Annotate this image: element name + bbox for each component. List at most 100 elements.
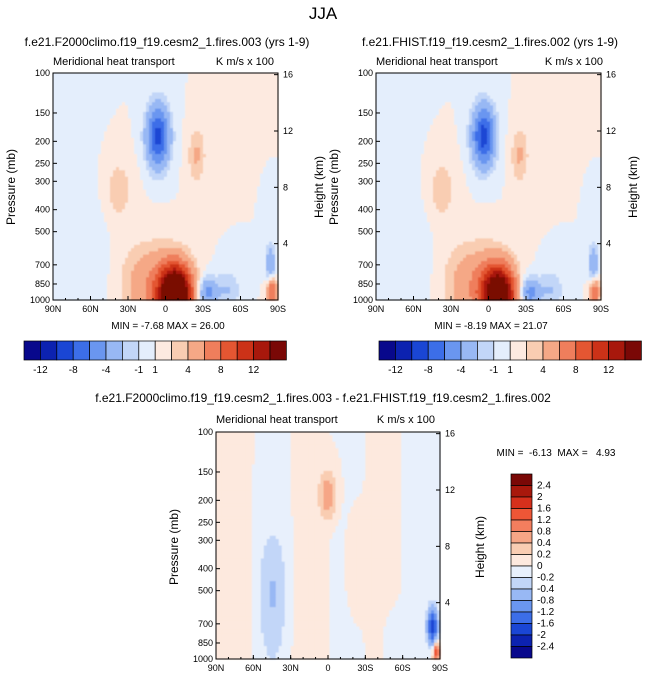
heatmap-cell: [101, 124, 105, 129]
heatmap-cell: [71, 115, 75, 119]
heatmap-cell: [242, 141, 246, 145]
heatmap-cell: [233, 131, 237, 136]
heatmap-cell: [131, 121, 135, 126]
heatmap-cell: [167, 98, 171, 103]
heatmap-cell: [128, 147, 132, 152]
heatmap-cell: [239, 134, 243, 139]
heatmap-cell: [191, 85, 195, 90]
heatmap-cell: [104, 141, 108, 145]
heatmap-cell: [242, 137, 246, 142]
heatmap-cell: [164, 95, 168, 100]
heatmap-cell: [119, 128, 123, 132]
heatmap-cell: [239, 115, 243, 119]
heatmap-cell: [275, 141, 279, 145]
heatmap-cell: [272, 85, 276, 90]
heatmap-cell: [125, 121, 129, 126]
heatmap-cell: [170, 141, 174, 145]
heatmap-cell: [74, 102, 78, 107]
heatmap-cell: [98, 111, 102, 116]
heatmap-cell: [113, 92, 117, 97]
heatmap-cell: [194, 115, 198, 119]
heatmap-cell: [128, 118, 132, 123]
heatmap-cell: [143, 85, 147, 90]
heatmap-cell: [209, 95, 213, 100]
heatmap-cell: [227, 124, 231, 129]
heatmap-cell: [107, 147, 111, 152]
heatmap-cell: [122, 82, 126, 87]
heatmap-cell: [83, 134, 87, 139]
heatmap-cell: [137, 131, 141, 136]
heatmap-cell: [170, 79, 174, 84]
heatmap-cell: [149, 128, 153, 132]
heatmap-cell: [68, 121, 72, 126]
heatmap-cell: [155, 128, 159, 132]
heatmap-cell: [74, 79, 78, 84]
heatmap-cell: [221, 95, 225, 100]
heatmap-cell: [62, 98, 66, 103]
heatmap-cell: [164, 102, 168, 107]
heatmap-cell: [134, 79, 138, 84]
heatmap-cell: [221, 102, 225, 107]
heatmap-cell: [80, 128, 84, 132]
heatmap-cell: [71, 98, 75, 103]
heatmap-cell: [200, 95, 204, 100]
heatmap-cell: [158, 108, 162, 113]
heatmap-cell: [116, 79, 120, 84]
heatmap-cell: [182, 73, 186, 77]
heatmap-cell: [77, 121, 81, 126]
heatmap-cell: [152, 128, 156, 132]
heatmap-cell: [158, 98, 162, 103]
heatmap-cell: [251, 118, 255, 123]
heatmap-cell: [233, 137, 237, 142]
heatmap-cell: [182, 105, 186, 110]
heatmap-cell: [236, 121, 240, 126]
heatmap-cell: [65, 150, 69, 155]
heatmap-cell: [158, 95, 162, 100]
heatmap-cell: [98, 141, 102, 145]
heatmap-cell: [224, 85, 228, 90]
heatmap-cell: [248, 85, 252, 90]
heatmap-cell: [185, 128, 189, 132]
heatmap-cell: [236, 76, 240, 81]
heatmap-cell: [101, 118, 105, 123]
heatmap-cell: [128, 98, 132, 103]
heatmap-cell: [110, 89, 114, 94]
heatmap-cell: [161, 89, 165, 94]
heatmap-cell: [185, 144, 189, 149]
heatmap-cell: [71, 118, 75, 123]
heatmap-cell: [167, 82, 171, 87]
heatmap-cell: [137, 118, 141, 123]
heatmap-cell: [233, 85, 237, 90]
heatmap-cell: [56, 115, 60, 119]
heatmap-cell: [188, 118, 192, 123]
heatmap-cell: [215, 124, 219, 129]
heatmap-cell: [68, 147, 72, 152]
heatmap-cell: [119, 121, 123, 126]
heatmap-cell: [236, 111, 240, 116]
heatmap-cell: [275, 131, 279, 136]
heatmap-cell: [86, 121, 90, 126]
heatmap-cell: [206, 95, 210, 100]
heatmap-cell: [53, 131, 57, 136]
heatmap-cell: [86, 147, 90, 152]
heatmap-cell: [140, 147, 144, 152]
heatmap-cell: [221, 115, 225, 119]
heatmap-cell: [167, 76, 171, 81]
heatmap-cell: [131, 105, 135, 110]
heatmap-cell: [173, 89, 177, 94]
heatmap-cell: [131, 98, 135, 103]
heatmap-cell: [266, 82, 270, 87]
heatmap-cell: [62, 105, 66, 110]
heatmap-cell: [155, 111, 159, 116]
heatmap-cell: [215, 105, 219, 110]
page-title: JJA: [309, 4, 338, 23]
heatmap-cell: [242, 121, 246, 126]
heatmap-cell: [227, 128, 231, 132]
heatmap-cell: [218, 108, 222, 113]
heatmap-cell: [182, 147, 186, 152]
heatmap-cell: [131, 89, 135, 94]
heatmap-cell: [167, 147, 171, 152]
heatmap-cell: [245, 141, 249, 145]
heatmap-cell: [56, 118, 60, 123]
heatmap-cell: [242, 115, 246, 119]
